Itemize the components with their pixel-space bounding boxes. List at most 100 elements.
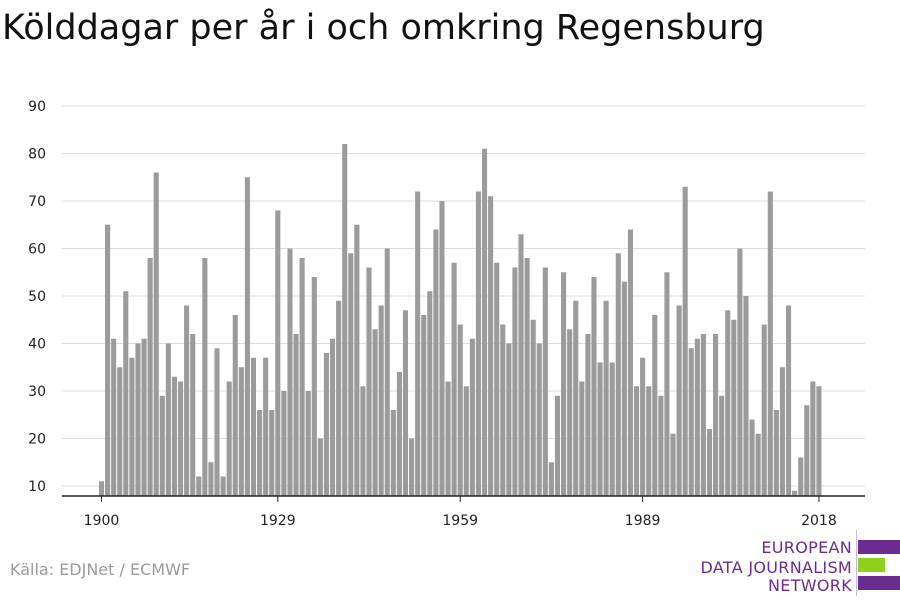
bar-1944	[366, 267, 372, 496]
bar-2005	[737, 248, 743, 496]
bar-1923	[238, 367, 244, 496]
bar-1943	[360, 386, 366, 496]
bar-1932	[293, 334, 299, 496]
bar-2016	[804, 405, 810, 496]
bar-1904	[123, 291, 129, 496]
bar-1984	[609, 362, 615, 496]
bar-1950	[402, 310, 409, 496]
logo-divider	[856, 530, 857, 596]
bar-1952	[415, 191, 421, 496]
y-tick-label: 60	[28, 242, 46, 258]
bar-1946	[378, 305, 384, 496]
bar-1958	[451, 262, 457, 496]
bar-1981	[591, 277, 597, 496]
bar-1901	[105, 224, 111, 496]
bar-1947	[384, 248, 390, 496]
bar-1934	[305, 391, 311, 496]
bar-1992	[658, 395, 664, 496]
bar-2007	[749, 419, 755, 496]
bar-1998	[694, 338, 700, 496]
bar-1966	[500, 324, 506, 496]
bar-1978	[573, 300, 579, 496]
bar-1907	[141, 338, 147, 496]
bar-1988	[633, 386, 640, 496]
bar-2009	[761, 324, 767, 496]
bar-1905	[129, 357, 135, 496]
bar-1909	[153, 172, 159, 496]
bar-1942	[354, 224, 360, 496]
bar-1908	[147, 258, 153, 496]
edjnet-logo[interactable]: EUROPEAN DATA JOURNALISM NETWORK	[700, 530, 900, 596]
bar-1919	[214, 348, 220, 496]
logo-line-data-journalism: DATA JOURNALISM	[700, 558, 852, 577]
bar-1972	[536, 343, 542, 496]
bar-2012	[779, 367, 786, 496]
bar-2010	[767, 191, 773, 496]
bar-1995	[676, 305, 682, 496]
bar-1941	[348, 253, 354, 496]
grid-lines	[62, 105, 865, 487]
bar-1994	[670, 433, 676, 496]
source-credit: Källa: EDJNet / ECMWF	[10, 560, 191, 579]
bar-1987	[627, 229, 634, 496]
bar-1985	[615, 253, 621, 496]
bar-1965	[494, 262, 500, 496]
bar-1956	[439, 201, 445, 496]
bar-1915	[190, 334, 196, 496]
bar-2003	[725, 310, 731, 496]
bar-1912	[171, 376, 178, 496]
logo-bar-purple-bottom	[858, 576, 900, 590]
bar-1977	[567, 329, 573, 496]
bar-1903	[117, 367, 123, 496]
bar-1986	[621, 281, 627, 496]
x-tick-label: 2018	[801, 513, 837, 529]
bar-1993	[664, 272, 670, 496]
bar-1970	[524, 258, 530, 496]
bar-1991	[652, 315, 658, 496]
x-tick-label: 1929	[260, 513, 296, 529]
bar-2000	[706, 429, 713, 496]
y-tick-label: 40	[28, 337, 46, 353]
bar-1927	[263, 357, 269, 496]
bar-1973	[542, 267, 548, 496]
bar-1953	[421, 315, 427, 496]
bars	[98, 144, 822, 496]
bar-1990	[646, 386, 652, 496]
bar-1921	[226, 381, 232, 496]
y-tick-label: 10	[28, 479, 46, 495]
bar-1922	[232, 315, 238, 496]
logo-bar-green	[858, 558, 885, 572]
logo-line-network: NETWORK	[768, 576, 852, 595]
logo-bar-purple-top	[858, 540, 900, 554]
bar-1983	[603, 300, 609, 496]
bar-1900	[98, 481, 105, 496]
bar-1911	[165, 343, 171, 496]
bar-2002	[719, 395, 725, 496]
logo-line-european: EUROPEAN	[761, 538, 852, 557]
bar-1918	[208, 462, 214, 496]
y-tick-label: 70	[28, 194, 46, 210]
bar-2013	[785, 305, 792, 496]
bar-1961	[469, 338, 475, 496]
bar-1936	[317, 438, 323, 496]
bar-1939	[336, 300, 342, 496]
bar-1913	[177, 381, 184, 496]
bar-1963	[481, 148, 488, 496]
axes: 10 20 30 40 50 60 70 80 90 1900 1929 1959 1989 2018	[28, 99, 865, 529]
y-tick-label: 50	[28, 289, 46, 305]
bar-1955	[433, 229, 439, 496]
bar-2008	[755, 433, 761, 496]
bar-1945	[372, 329, 378, 496]
y-tick-label: 30	[28, 384, 46, 400]
bar-1926	[257, 410, 263, 496]
bar-1999	[700, 334, 706, 496]
bar-1938	[329, 338, 336, 496]
bar-1931	[287, 248, 293, 496]
bar-2001	[713, 334, 719, 496]
bar-1962	[475, 191, 482, 496]
bar-1974	[548, 462, 554, 496]
bar-1914	[184, 305, 190, 496]
bar-1968	[512, 267, 518, 496]
bar-1937	[323, 353, 330, 496]
